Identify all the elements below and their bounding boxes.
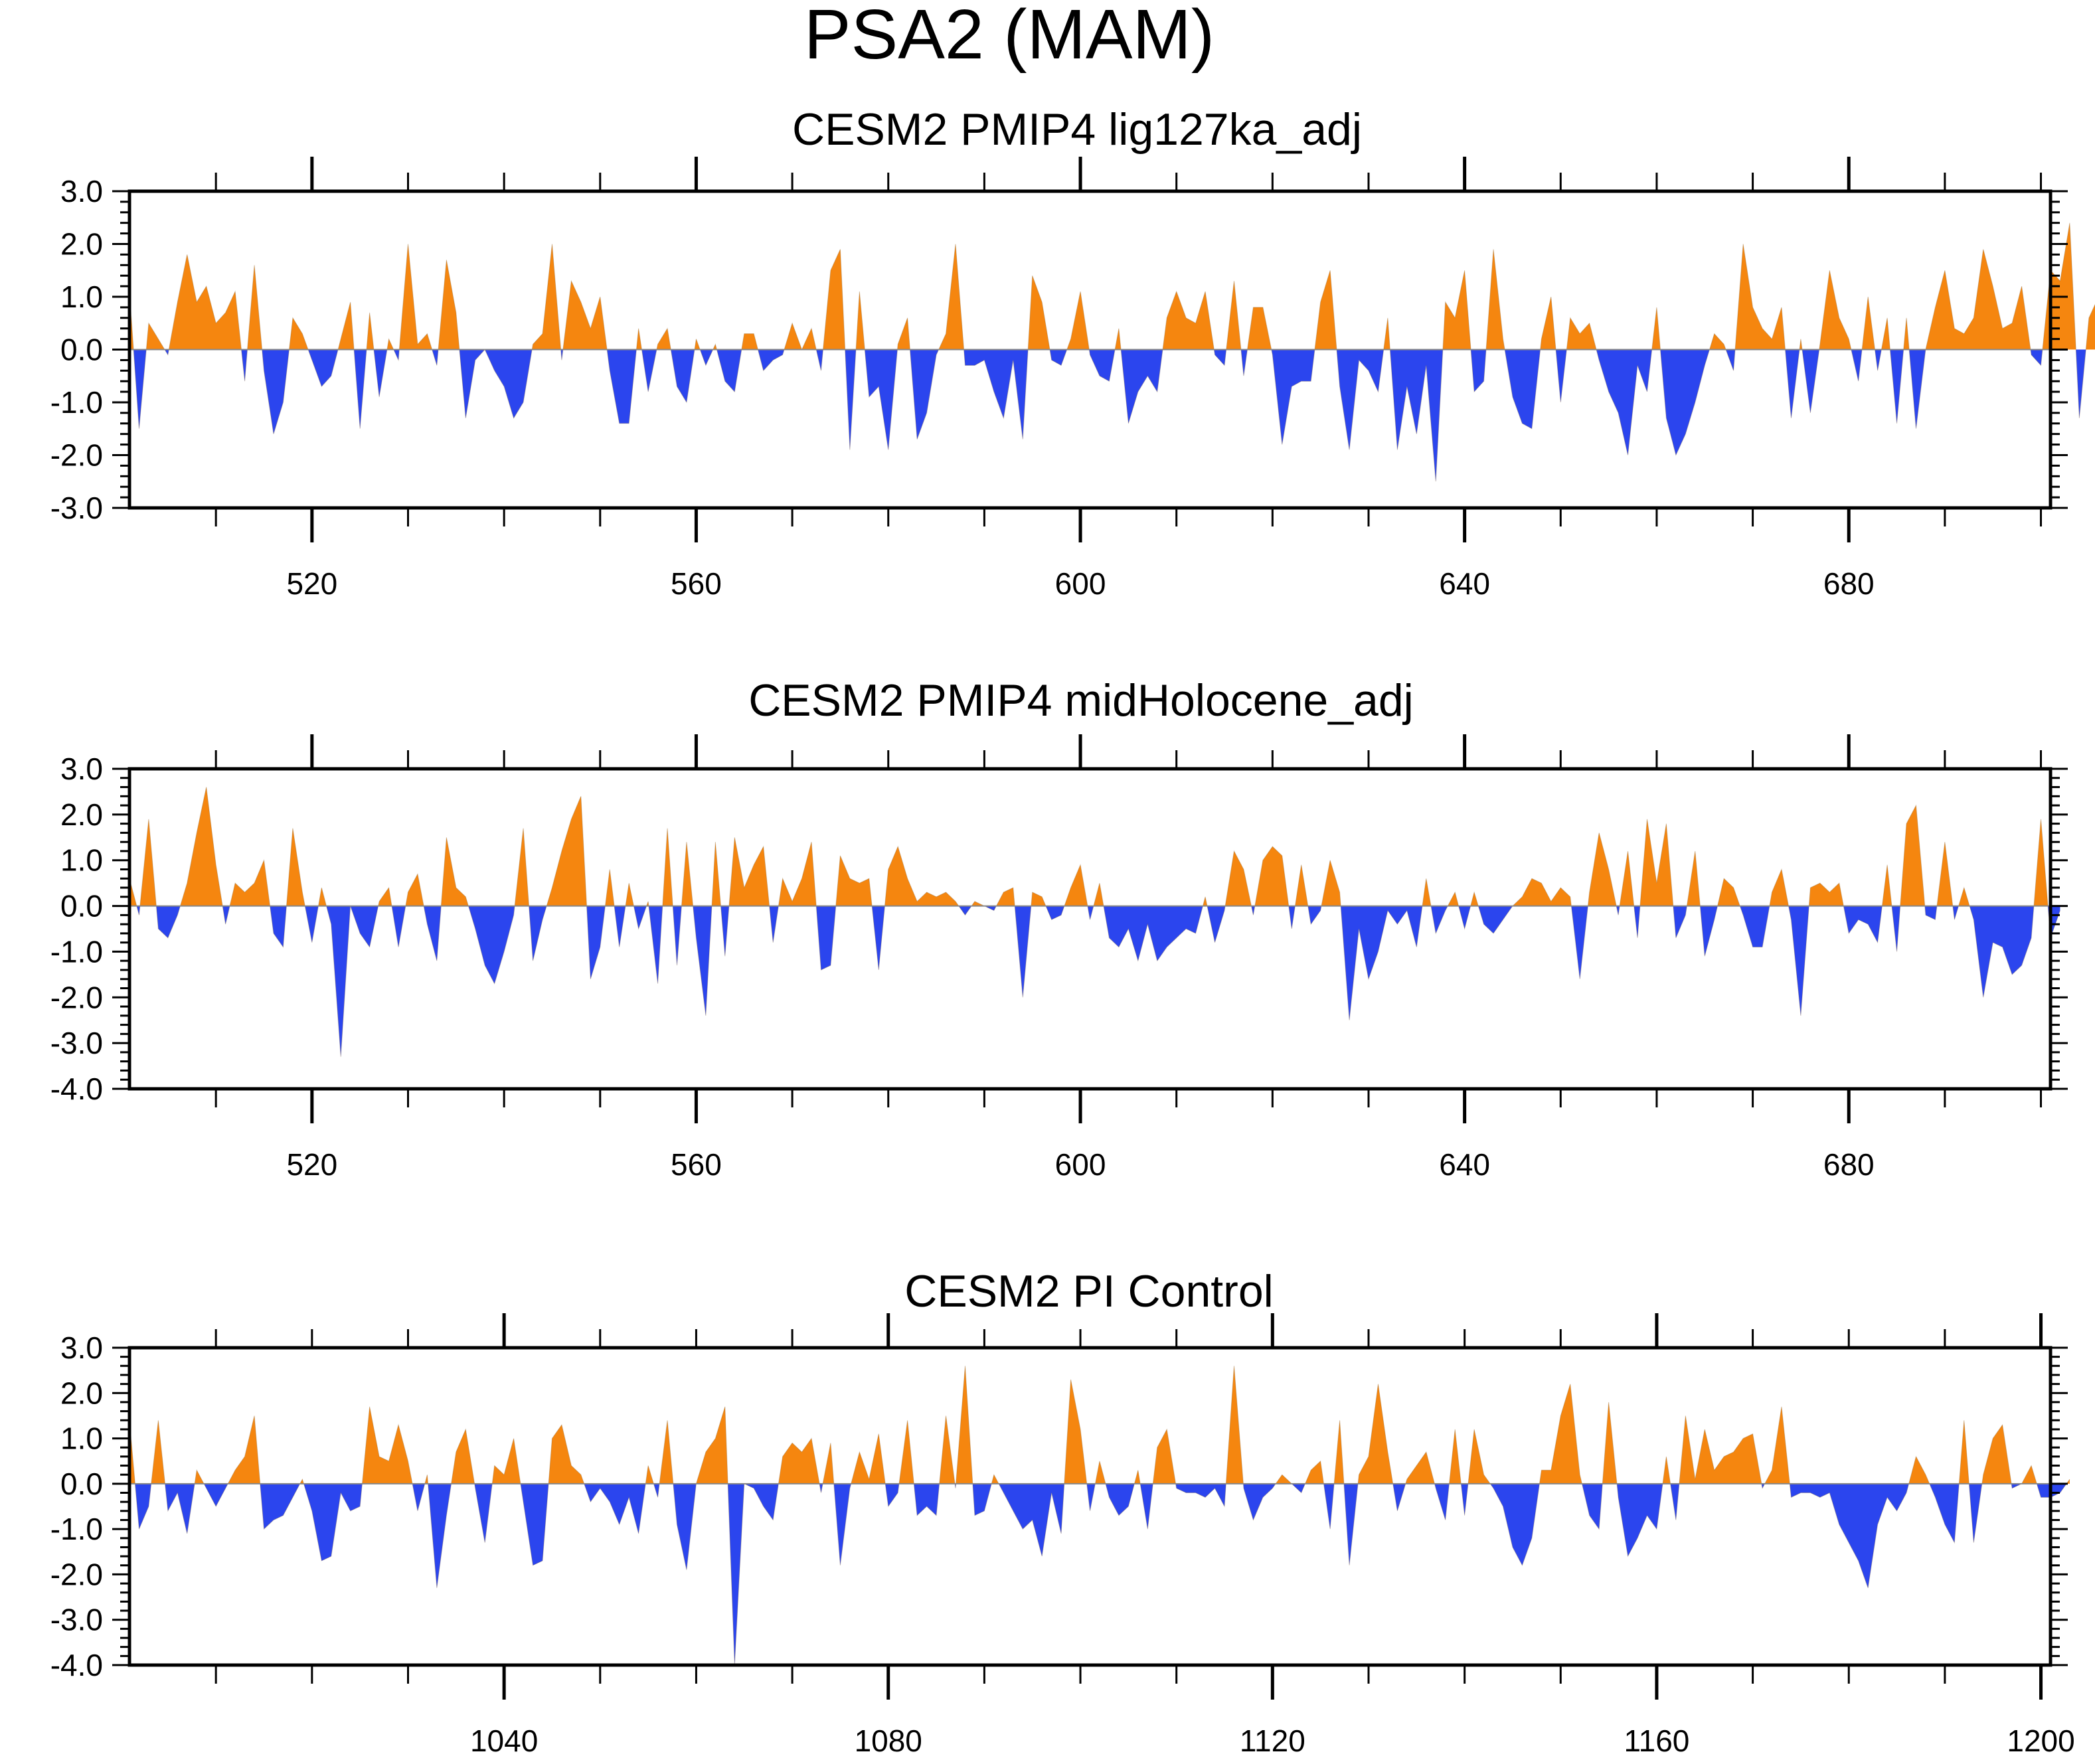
negative-area-lig127ka: [133, 349, 2086, 482]
y-tick-label: -4.0: [50, 1072, 103, 1106]
y-tick-label: -2.0: [50, 1557, 103, 1591]
x-tick-label: 1200: [2007, 1724, 2074, 1758]
y-tick-label: -2.0: [50, 438, 103, 473]
x-tick-label: 1080: [855, 1724, 922, 1758]
series-line-midholocene: [129, 787, 2060, 1057]
y-tick-label: 3.0: [60, 752, 103, 786]
series-lig127ka: [129, 222, 2095, 482]
x-tick-label: 640: [1439, 566, 1490, 601]
plot-frame-pi-control: [127, 1346, 2053, 1667]
y-tick-label: -3.0: [50, 1603, 103, 1637]
positive-area-midholocene: [129, 787, 2049, 906]
y-tick-label: 3.0: [60, 174, 103, 208]
y-tick-label: 1.0: [60, 280, 103, 314]
y-tick-label: -3.0: [50, 1026, 103, 1060]
panel-title-midholocene: CESM2 PMIP4 midHolocene_adj: [748, 675, 1414, 726]
axes-midholocene: 3.0 2.0 1.0 0.0 -1.0 -2.0 -3.0 -4.0 520 560 600 640…: [50, 734, 2068, 1182]
y-tick-label: 2.0: [60, 227, 103, 262]
x-tick-label: 680: [1823, 1147, 1875, 1182]
series-line-pi-control: [129, 1366, 2070, 1666]
x-tick-label: 680: [1823, 566, 1875, 601]
x-tick-label: 600: [1055, 1147, 1106, 1182]
x-tick-label: 1120: [1240, 1724, 1305, 1758]
y-tick-label: -1.0: [50, 1512, 103, 1546]
negative-area-midholocene: [136, 906, 2060, 1057]
y-tick-label: 2.0: [60, 797, 103, 832]
y-tick-label: -1.0: [50, 934, 103, 969]
y-tick-label: 3.0: [60, 1330, 103, 1365]
x-tick-label: 1040: [470, 1724, 538, 1758]
y-tick-label: 0.0: [60, 1467, 103, 1501]
x-tick-label: 520: [286, 566, 337, 601]
negative-area-pi-control: [135, 1483, 2067, 1665]
series-line-lig127ka: [129, 222, 2095, 482]
panel-midholocene: CESM2 PMIP4 midHolocene_adj 3.0 2.0 1.0 0.0…: [50, 675, 2068, 1182]
y-tick-label: -3.0: [50, 491, 103, 525]
series-pi-control: [129, 1366, 2070, 1666]
x-tick-label: 520: [286, 1147, 337, 1182]
x-tick-label: 560: [671, 566, 722, 601]
panel-title-lig127ka: CESM2 PMIP4 lig127ka_adj: [792, 104, 1362, 155]
axes-pi-control: 3.0 2.0 1.0 0.0 -1.0 -2.0 -3.0 -4.0 1040 1080 1120…: [50, 1313, 2075, 1758]
x-tick-label: 600: [1055, 566, 1106, 601]
y-tick-label: -4.0: [50, 1648, 103, 1682]
plot-frame-midholocene: [127, 767, 2053, 1091]
axes-lig127ka: 3.0 2.0 1.0 0.0 -1.0 -2.0 -3.0 520 560 600 640 680: [50, 157, 2068, 601]
y-tick-label: -1.0: [50, 385, 103, 420]
series-midholocene: [129, 787, 2060, 1057]
panel-pi-control: CESM2 PI Control 3.0 2.0 1.0 0.0 -1.0 -2.0 -3.…: [50, 1266, 2075, 1758]
panel-lig127ka: CESM2 PMIP4 lig127ka_adj 3.0 2.0 1.0 0.0 -1.…: [50, 104, 2095, 601]
figure-title: PSA2 (MAM): [804, 0, 1215, 74]
x-tick-label: 560: [671, 1147, 722, 1182]
x-tick-label: 640: [1439, 1147, 1490, 1182]
y-tick-label: 1.0: [60, 1421, 103, 1456]
y-tick-label: 2.0: [60, 1376, 103, 1410]
panel-title-pi-control: CESM2 PI Control: [904, 1266, 1274, 1317]
x-tick-label: 1160: [1624, 1724, 1689, 1758]
y-tick-label: 1.0: [60, 843, 103, 878]
y-tick-label: -2.0: [50, 980, 103, 1014]
y-tick-label: 0.0: [60, 333, 103, 367]
y-tick-label: 0.0: [60, 889, 103, 923]
